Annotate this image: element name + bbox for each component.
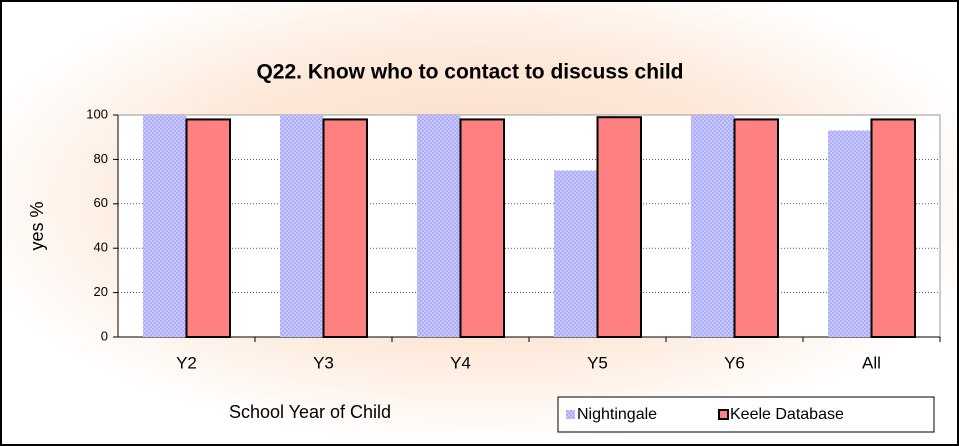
bar [691, 115, 735, 337]
bar [459, 118, 505, 338]
plot-area [117, 114, 941, 338]
x-tick-label: Y3 [313, 353, 334, 372]
bar [322, 118, 368, 338]
y-tick-label: 0 [101, 328, 108, 343]
y-tick-label: 20 [94, 284, 108, 299]
legend-label: Keele Database [730, 406, 844, 423]
y-tick-label: 40 [94, 240, 108, 255]
x-axis-title: School Year of Child [229, 402, 391, 422]
bar [185, 118, 231, 338]
bar [870, 118, 916, 338]
y-tick-label: 60 [94, 195, 108, 210]
bar [828, 130, 872, 337]
bar [554, 170, 598, 337]
legend [557, 396, 935, 433]
bar [733, 118, 779, 338]
y-tick-label: 80 [94, 151, 108, 166]
legend-label: Nightingale [577, 406, 657, 423]
x-tick-label: Y2 [176, 353, 197, 372]
x-tick-label: Y5 [587, 353, 608, 372]
y-axis-title: yes % [27, 201, 47, 250]
legend-swatch [718, 409, 729, 420]
bar [596, 116, 642, 338]
x-tick-label: All [862, 353, 881, 372]
bar [143, 115, 187, 337]
bar [280, 115, 324, 337]
x-tick-label: Y6 [724, 353, 745, 372]
x-tick-label: Y4 [450, 353, 471, 372]
chart-title: Q22. Know who to contact to discuss chil… [256, 61, 683, 84]
bar [417, 115, 461, 337]
legend-swatch [566, 410, 575, 419]
y-tick-label: 100 [86, 106, 108, 121]
